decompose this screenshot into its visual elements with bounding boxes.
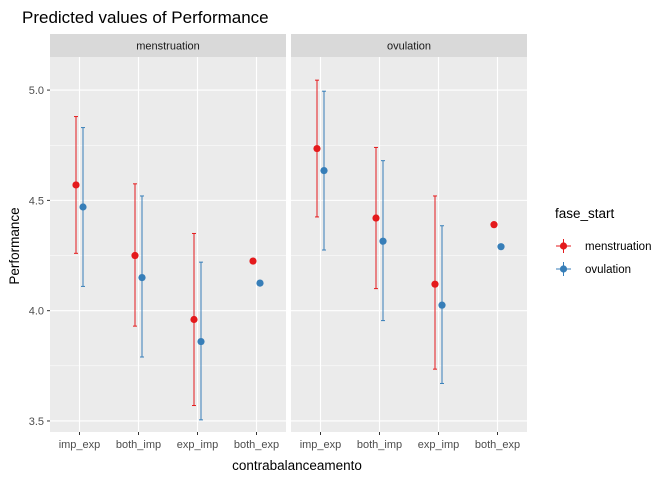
panel-background xyxy=(50,57,286,432)
y-tick-label: 4.0 xyxy=(29,306,44,318)
data-point xyxy=(190,315,198,324)
x-axis-title: contrabalanceamento xyxy=(232,458,362,473)
x-tick-label: imp_exp xyxy=(300,439,342,451)
x-tick-label: exp_imp xyxy=(418,439,460,451)
panel-background xyxy=(291,57,527,432)
data-point xyxy=(497,243,505,251)
y-tick-label: 3.5 xyxy=(29,416,44,428)
x-tick-label: imp_exp xyxy=(59,439,101,451)
strip-label: ovulation xyxy=(387,41,431,53)
data-point xyxy=(379,237,387,245)
panels: menstruation imp_exp both_imp exp_imp both_e… xyxy=(29,34,527,451)
legend-key-point xyxy=(559,242,568,250)
legend-key xyxy=(555,235,572,257)
strip-background xyxy=(291,34,527,57)
x-tick-label: both_exp xyxy=(475,439,520,451)
data-point xyxy=(438,301,446,309)
y-axis-title: Performance xyxy=(7,207,22,284)
data-point xyxy=(372,214,380,222)
y-tick-label: 5.0 xyxy=(29,85,44,97)
chart-title: Predicted values of Performance xyxy=(22,8,269,27)
legend: fase_start menstruation ovulation xyxy=(555,206,651,280)
y-tick-label: 4.5 xyxy=(29,195,44,207)
strip-label: menstruation xyxy=(136,41,200,53)
x-tick-label: both_exp xyxy=(234,439,279,451)
data-point xyxy=(79,203,87,211)
data-point xyxy=(197,337,205,346)
x-tick-label: both_imp xyxy=(116,439,161,451)
legend-title: fase_start xyxy=(555,206,615,221)
data-point xyxy=(138,273,146,282)
x-tick-label: exp_imp xyxy=(177,439,219,451)
data-point xyxy=(313,144,321,153)
x-tick-label: both_imp xyxy=(357,439,402,451)
legend-key xyxy=(555,258,572,280)
data-point xyxy=(256,279,264,287)
legend-label: menstruation xyxy=(585,241,651,253)
data-point xyxy=(431,280,439,288)
data-point xyxy=(131,251,139,260)
data-point xyxy=(249,257,257,265)
legend-key-point xyxy=(559,265,568,273)
data-point xyxy=(490,221,498,229)
strip-background xyxy=(50,34,286,57)
legend-label: ovulation xyxy=(585,264,631,276)
panel-menstruation: menstruation imp_exp both_imp exp_imp both_e… xyxy=(29,34,286,451)
data-point xyxy=(72,181,80,189)
data-point xyxy=(320,167,328,175)
panel-ovulation: ovulation imp_exp both_imp exp_imp both_exp xyxy=(291,34,527,451)
